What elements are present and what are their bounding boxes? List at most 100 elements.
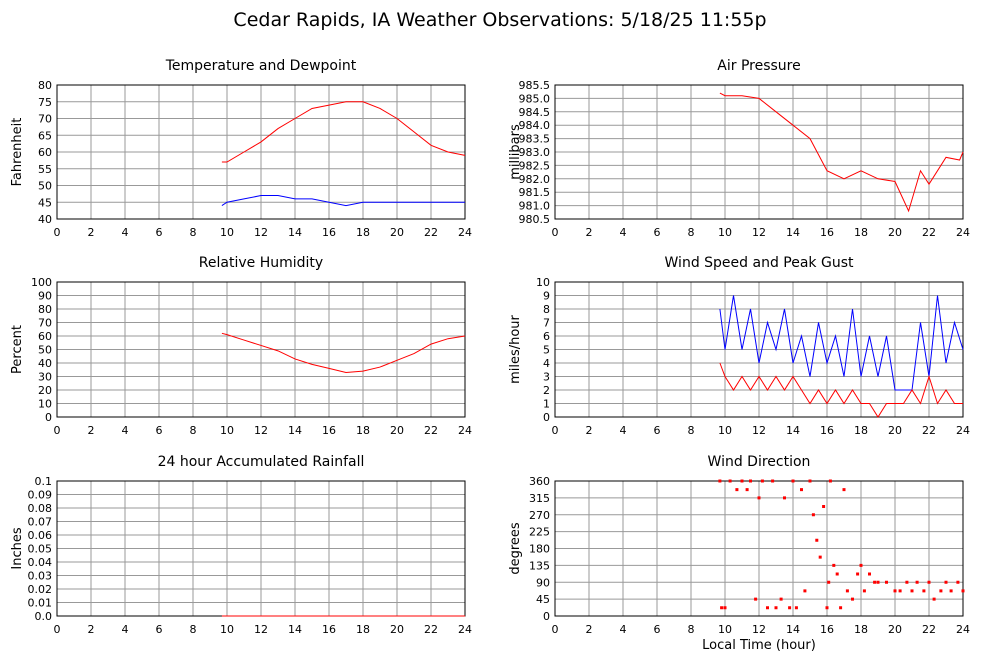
y-tick-label: 80: [38, 303, 52, 316]
y-tick-label: 360: [529, 475, 550, 488]
x-tick-label: 0: [54, 623, 61, 636]
data-point: [842, 488, 846, 492]
data-point: [851, 597, 854, 601]
data-point: [873, 580, 877, 584]
y-axis-label: Inches: [10, 527, 25, 569]
data-point: [745, 488, 749, 492]
data-point: [811, 513, 815, 517]
data-point: [757, 496, 761, 500]
y-tick-label: 0.03: [28, 570, 53, 583]
x-tick-label: 8: [190, 226, 197, 239]
y-tick-label: 0.01: [28, 597, 53, 610]
x-tick-label: 18: [854, 226, 868, 239]
x-tick-label: 14: [288, 623, 302, 636]
x-tick-label: 14: [786, 424, 800, 437]
x-tick-label: 14: [288, 424, 302, 437]
y-tick-label: 90: [38, 290, 52, 303]
data-point: [876, 580, 880, 584]
chart-title: Relative Humidity: [199, 255, 323, 271]
x-tick-label: 24: [956, 424, 970, 437]
x-tick-label: 10: [220, 424, 234, 437]
y-tick-label: 315: [529, 492, 550, 505]
y-tick-label: 983.0: [519, 146, 551, 159]
data-point: [956, 580, 960, 584]
x-tick-label: 0: [552, 623, 559, 636]
y-axis-label: Percent: [10, 325, 25, 374]
y-tick-label: 65: [38, 129, 52, 142]
x-tick-label: 8: [688, 424, 695, 437]
y-tick-label: 9: [543, 290, 550, 303]
x-tick-label: 2: [586, 226, 593, 239]
data-point: [779, 597, 783, 601]
x-tick-label: 10: [718, 424, 732, 437]
y-tick-label: 180: [529, 543, 550, 556]
chart-title: Wind Direction: [708, 454, 811, 470]
y-tick-label: 80: [38, 79, 52, 92]
y-tick-label: 40: [38, 357, 52, 370]
y-tick-label: 7: [543, 317, 550, 330]
y-tick-label: 60: [38, 146, 52, 159]
x-tick-label: 20: [888, 623, 902, 636]
y-axis-label: millibars: [508, 124, 523, 180]
x-tick-label: 14: [786, 623, 800, 636]
y-tick-label: 55: [38, 163, 52, 176]
y-tick-label: 0.05: [28, 543, 53, 556]
x-tick-label: 22: [922, 623, 936, 636]
x-tick-label: 2: [88, 623, 95, 636]
panel: Wind Direction degrees Local Time (hour) 0 4…: [508, 454, 970, 653]
x-tick-label: 24: [458, 424, 472, 437]
x-tick-label: 0: [552, 424, 559, 437]
x-tick-label: 20: [390, 226, 404, 239]
x-tick-label: 22: [922, 424, 936, 437]
x-tick-label: 18: [356, 623, 370, 636]
y-tick-label: 50: [38, 180, 52, 193]
x-tick-label: 4: [620, 226, 627, 239]
x-tick-label: 12: [254, 424, 268, 437]
x-tick-label: 4: [620, 424, 627, 437]
y-tick-label: 135: [529, 559, 550, 572]
data-point: [822, 505, 826, 508]
data-point: [905, 580, 909, 584]
x-tick-label: 4: [620, 623, 627, 636]
x-tick-label: 10: [220, 623, 234, 636]
y-tick-label: 0.04: [28, 556, 53, 569]
x-tick-label: 0: [54, 424, 61, 437]
y-tick-label: 75: [38, 96, 52, 109]
data-point: [961, 589, 965, 593]
y-tick-label: 0.02: [28, 583, 53, 596]
panel: Temperature and DewpointFahrenheit404550…: [10, 58, 472, 239]
data-point: [893, 589, 897, 593]
x-axis-label: Local Time (hour): [702, 638, 816, 653]
page-title: Cedar Rapids, IA Weather Observations: 5…: [233, 9, 766, 31]
y-tick-label: 0.0: [35, 610, 53, 623]
data-line: [719, 92, 964, 213]
y-tick-label: 982.5: [519, 159, 551, 172]
panel: Relative HumidityPercent0102030405060708…: [10, 255, 472, 437]
x-tick-label: 20: [888, 424, 902, 437]
data-point: [927, 580, 931, 584]
x-tick-label: 22: [424, 424, 438, 437]
y-tick-label: 982.0: [519, 173, 551, 186]
data-point: [791, 479, 795, 483]
y-axis-label: Fahrenheit: [10, 118, 25, 187]
data-point: [915, 580, 919, 584]
chart-title: 24 hour Accumulated Rainfall: [158, 454, 365, 470]
data-point: [783, 496, 786, 500]
data-point: [845, 589, 849, 593]
x-tick-label: 12: [254, 226, 268, 239]
plot-frame: [554, 480, 964, 617]
y-tick-label: 0.1: [35, 475, 53, 488]
chart-title: Temperature and Dewpoint: [165, 58, 357, 74]
y-tick-label: 45: [536, 593, 550, 606]
x-tick-label: 4: [122, 623, 129, 636]
x-tick-label: 14: [786, 226, 800, 239]
x-tick-label: 8: [190, 424, 197, 437]
x-tick-label: 24: [458, 623, 472, 636]
y-tick-label: 90: [536, 576, 550, 589]
y-tick-label: 4: [543, 357, 550, 370]
y-tick-label: 3: [543, 371, 550, 384]
data-line: [221, 101, 466, 163]
x-tick-label: 12: [752, 226, 766, 239]
y-axis-label: miles/hour: [508, 314, 523, 383]
x-tick-label: 16: [322, 226, 336, 239]
